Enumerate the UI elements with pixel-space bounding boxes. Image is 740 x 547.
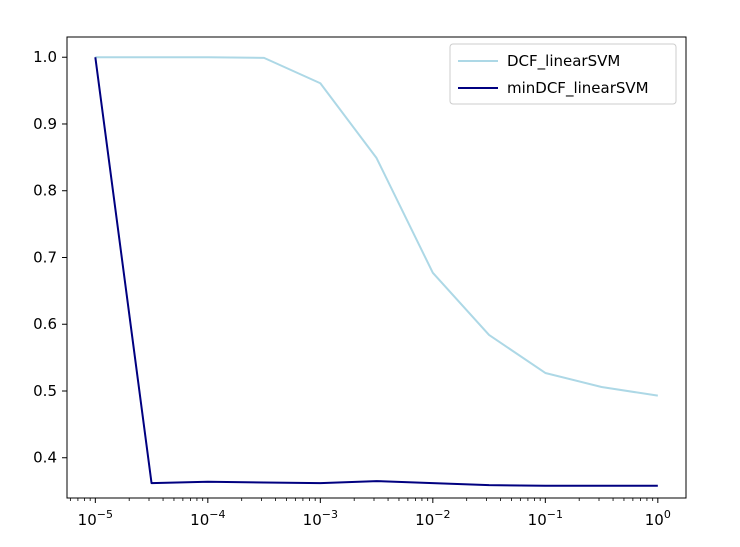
x-axis: 10−5 10−4 10−3 10−2 10−1 100 xyxy=(69,498,671,529)
legend-box xyxy=(449,43,677,105)
x-tick-label: 100 xyxy=(645,508,671,529)
y-tick-label: 0.5 xyxy=(33,382,57,400)
legend-label-minDCF_linearSVM: minDCF_linearSVM xyxy=(507,79,649,98)
legend-label-DCF_linearSVM: DCF_linearSVM xyxy=(507,52,620,71)
y-tick-label: 1.0 xyxy=(33,48,57,66)
x-tick-label: 10−3 xyxy=(303,508,338,529)
legend: DCF_linearSVM minDCF_linearSVM xyxy=(449,43,677,105)
y-tick-label: 0.7 xyxy=(33,248,57,266)
x-tick-label: 10−1 xyxy=(528,508,563,529)
y-axis: 0.4 0.5 0.6 0.7 0.8 0.9 1.0 xyxy=(33,48,67,467)
y-tick-label: 0.4 xyxy=(33,449,57,467)
y-tick-label: 0.6 xyxy=(33,315,57,333)
x-tick-label: 10−5 xyxy=(78,508,113,529)
series-line-minDCF_linearSVM xyxy=(94,57,658,487)
y-tick-label: 0.8 xyxy=(33,182,57,200)
series-lines xyxy=(94,56,658,487)
series-line-DCF_linearSVM xyxy=(95,56,658,397)
x-tick-label: 10−4 xyxy=(190,508,225,529)
x-tick-label: 10−2 xyxy=(415,508,450,529)
plot-frame xyxy=(66,36,687,499)
plot-area xyxy=(67,37,686,498)
y-tick-label: 0.9 xyxy=(33,115,57,133)
